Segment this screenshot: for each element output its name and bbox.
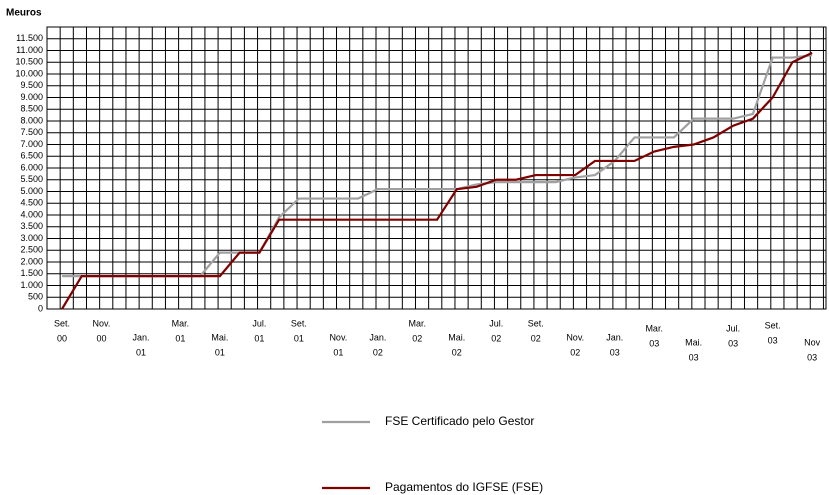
y-tick-label: 8.500 xyxy=(20,104,43,114)
y-tick-label: 9.000 xyxy=(20,92,43,102)
y-tick-label: 10.000 xyxy=(15,68,43,78)
x-tick-label: 03 xyxy=(768,335,778,345)
x-tick-label: 02 xyxy=(491,333,501,343)
y-tick-label: 1.500 xyxy=(20,268,43,278)
x-tick-label: Jan. xyxy=(606,332,623,342)
y-tick-label: 7.000 xyxy=(20,139,43,149)
y-tick-label: 0 xyxy=(38,303,43,313)
y-tick-label: 500 xyxy=(28,292,43,302)
legend-label: FSE Certificado pelo Gestor xyxy=(385,414,534,428)
y-tick-label: 11.500 xyxy=(16,33,43,43)
x-tick-label: Jul. xyxy=(489,318,503,328)
x-tick-label: Nov. xyxy=(329,332,347,342)
x-tick-label: Set. xyxy=(528,318,544,328)
x-tick-label: Set. xyxy=(291,318,307,328)
x-tick-label: 03 xyxy=(807,352,817,362)
y-tick-label: 6.000 xyxy=(20,162,43,172)
x-tick-label: 00 xyxy=(96,333,106,343)
x-tick-label: 02 xyxy=(570,347,580,357)
y-tick-label: 3.500 xyxy=(20,221,43,231)
x-tick-label: Nov. xyxy=(566,332,584,342)
x-tick-label: Mai. xyxy=(685,337,702,347)
x-tick-label: Mar. xyxy=(645,323,663,333)
x-tick-label: 03 xyxy=(649,338,659,348)
y-tick-label: 1.000 xyxy=(20,280,43,290)
y-tick-label: 4.000 xyxy=(20,209,43,219)
x-tick-label: 01 xyxy=(175,333,185,343)
y-tick-label: 7.500 xyxy=(20,127,43,137)
x-tick-label: Jan. xyxy=(132,332,149,342)
y-tick-label: 4.500 xyxy=(20,198,43,208)
x-tick-label: 01 xyxy=(254,333,264,343)
x-tick-label: Jan. xyxy=(369,332,386,342)
x-tick-label: Nov. xyxy=(93,318,111,328)
x-tick-label: 03 xyxy=(610,347,620,357)
x-tick-label: 02 xyxy=(412,333,422,343)
plot-frame xyxy=(46,26,827,310)
y-tick-label: 10.500 xyxy=(15,57,43,67)
x-tick-label: 01 xyxy=(136,347,146,357)
x-tick-label: Mai. xyxy=(211,332,228,342)
series-line xyxy=(61,51,813,310)
y-tick-label: 9.500 xyxy=(20,80,43,90)
y-tick-label: 6.500 xyxy=(20,151,43,161)
x-tick-label: 01 xyxy=(215,347,225,357)
x-tick-label: Mai. xyxy=(448,332,465,342)
x-tick-label: 00 xyxy=(57,333,67,343)
legend-label: Pagamentos do IGFSE (FSE) xyxy=(385,480,543,494)
x-tick-label: 01 xyxy=(333,347,343,357)
y-tick-label: 2.500 xyxy=(20,245,43,255)
x-tick-label: 02 xyxy=(452,347,462,357)
y-tick-label: 3.000 xyxy=(20,233,43,243)
legend: FSE Certificado pelo Gestor Pagamentos do… xyxy=(322,414,543,494)
y-tick-label: 5.000 xyxy=(20,186,43,196)
x-tick-label: 01 xyxy=(294,333,304,343)
series-line xyxy=(62,54,813,278)
x-tick-label: Mar. xyxy=(172,318,190,328)
x-tick-label: Mar. xyxy=(409,318,427,328)
x-tick-label: 02 xyxy=(531,333,541,343)
x-tick-label: Set. xyxy=(765,320,781,330)
y-tick-label: 2.000 xyxy=(20,256,43,266)
x-tick-label: Nov xyxy=(804,337,821,347)
x-tick-label: 03 xyxy=(728,338,738,348)
y-tick-label: 5.500 xyxy=(20,174,43,184)
x-tick-label: Jul. xyxy=(726,323,740,333)
y-tick-label: 8.000 xyxy=(20,115,43,125)
y-tick-label: 11.000 xyxy=(16,45,43,55)
x-tick-label: 02 xyxy=(373,347,383,357)
x-tick-label: Jul. xyxy=(252,318,266,328)
x-tick-label: 03 xyxy=(689,352,699,362)
x-tick-label: Set. xyxy=(54,318,70,328)
chart-title: Meuros xyxy=(6,8,42,19)
